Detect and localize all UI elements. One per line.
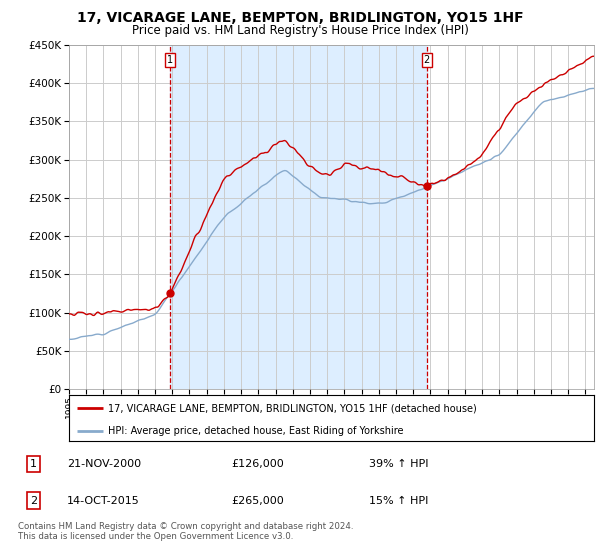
Text: 39% ↑ HPI: 39% ↑ HPI <box>369 459 428 469</box>
Text: £126,000: £126,000 <box>231 459 284 469</box>
Text: 1: 1 <box>30 459 37 469</box>
Text: 1: 1 <box>167 55 173 66</box>
Text: £265,000: £265,000 <box>231 496 284 506</box>
Text: 21-NOV-2000: 21-NOV-2000 <box>67 459 141 469</box>
Text: 2: 2 <box>30 496 37 506</box>
Text: 17, VICARAGE LANE, BEMPTON, BRIDLINGTON, YO15 1HF (detached house): 17, VICARAGE LANE, BEMPTON, BRIDLINGTON,… <box>109 403 477 413</box>
Text: 17, VICARAGE LANE, BEMPTON, BRIDLINGTON, YO15 1HF: 17, VICARAGE LANE, BEMPTON, BRIDLINGTON,… <box>77 11 523 25</box>
Bar <box>170 45 427 389</box>
Text: 14-OCT-2015: 14-OCT-2015 <box>67 496 139 506</box>
Text: Price paid vs. HM Land Registry's House Price Index (HPI): Price paid vs. HM Land Registry's House … <box>131 24 469 37</box>
Text: 15% ↑ HPI: 15% ↑ HPI <box>369 496 428 506</box>
Text: 2: 2 <box>424 55 430 66</box>
Text: HPI: Average price, detached house, East Riding of Yorkshire: HPI: Average price, detached house, East… <box>109 426 404 436</box>
Text: Contains HM Land Registry data © Crown copyright and database right 2024.
This d: Contains HM Land Registry data © Crown c… <box>18 522 353 542</box>
